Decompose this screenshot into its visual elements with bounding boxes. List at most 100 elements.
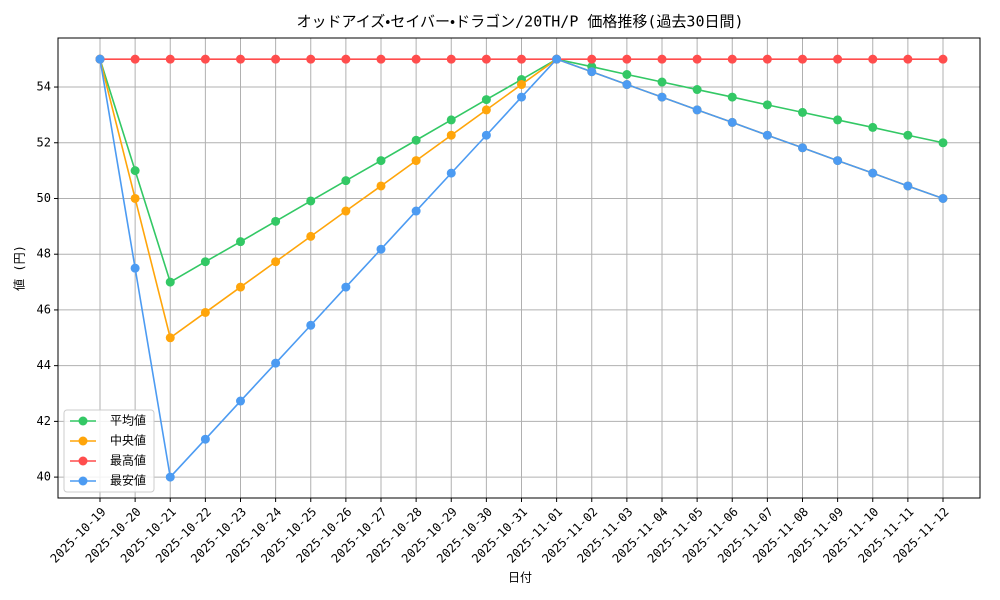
point: [271, 257, 281, 267]
point: [236, 54, 245, 64]
legend-marker: [78, 416, 88, 426]
point: [165, 54, 175, 64]
point: [552, 54, 562, 64]
point: [306, 54, 316, 64]
point: [130, 166, 140, 176]
point: [446, 54, 456, 64]
point: [692, 85, 702, 95]
y-axis-label: 値 (円): [12, 245, 27, 291]
point: [657, 92, 667, 102]
point: [306, 196, 316, 206]
point: [727, 54, 737, 64]
point: [411, 156, 421, 166]
point: [622, 69, 632, 79]
chart-title: オッドアイズ・セイバー・ドラゴン/20TH/P 価格推移(過去30日間): [296, 13, 743, 31]
point: [376, 181, 386, 191]
y-tick-label: 44: [37, 358, 51, 372]
point: [376, 156, 386, 166]
point: [271, 216, 281, 226]
point: [868, 168, 878, 178]
legend-marker: [78, 456, 88, 466]
point: [341, 54, 351, 64]
y-tick-label: 52: [37, 135, 51, 149]
point: [762, 100, 772, 110]
point: [517, 80, 526, 90]
y-tick-label: 50: [37, 191, 51, 205]
point: [622, 54, 632, 64]
point: [798, 54, 807, 64]
y-tick-label: 42: [37, 414, 51, 428]
point: [903, 54, 913, 64]
point: [446, 130, 456, 140]
point: [481, 130, 491, 140]
point: [165, 333, 175, 343]
point: [762, 54, 772, 64]
point: [446, 115, 456, 125]
point: [517, 92, 526, 102]
point: [798, 143, 807, 153]
point: [692, 105, 702, 115]
legend-box: [63, 409, 155, 493]
point: [376, 244, 386, 254]
legend-label: 平均値: [110, 413, 146, 428]
point: [587, 67, 597, 77]
point: [517, 54, 526, 64]
point: [200, 434, 210, 444]
point: [306, 231, 316, 241]
point: [938, 138, 948, 148]
point: [833, 54, 843, 64]
point: [271, 54, 281, 64]
legend-label: 最高値: [110, 453, 146, 468]
point: [727, 117, 737, 127]
point: [236, 396, 245, 406]
legend-label: 中央値: [110, 433, 146, 448]
point: [236, 282, 245, 292]
point: [411, 54, 421, 64]
point: [587, 54, 597, 64]
point: [236, 237, 245, 247]
point: [622, 80, 632, 90]
y-tick-label: 54: [37, 80, 51, 94]
point: [692, 54, 702, 64]
point: [798, 107, 807, 117]
point: [200, 307, 210, 317]
point: [657, 54, 667, 64]
point: [411, 206, 421, 216]
x-axis-label: 日付: [508, 571, 532, 585]
y-tick-label: 40: [37, 470, 51, 484]
point: [481, 105, 491, 115]
plot: [95, 54, 948, 482]
point: [306, 320, 316, 330]
point: [95, 54, 105, 64]
point: [341, 282, 351, 292]
point: [903, 181, 913, 191]
point: [165, 472, 175, 482]
point: [376, 54, 386, 64]
plot-frame: [57, 37, 981, 499]
legend-marker: [78, 476, 88, 486]
point: [130, 54, 140, 64]
point: [411, 135, 421, 145]
point: [868, 122, 878, 132]
point: [762, 130, 772, 140]
point: [341, 176, 351, 186]
point: [130, 193, 140, 203]
point: [200, 54, 210, 64]
point: [481, 95, 491, 105]
y-tick-label: 46: [37, 302, 51, 316]
point: [938, 193, 948, 203]
legend-marker: [78, 436, 88, 446]
point: [271, 358, 281, 368]
y-tick-label: 48: [37, 247, 51, 261]
point: [165, 277, 175, 287]
point: [727, 92, 737, 102]
point: [446, 168, 456, 178]
point: [833, 156, 843, 166]
point: [200, 257, 210, 267]
point: [938, 54, 948, 64]
point: [657, 77, 667, 87]
point: [130, 263, 140, 273]
